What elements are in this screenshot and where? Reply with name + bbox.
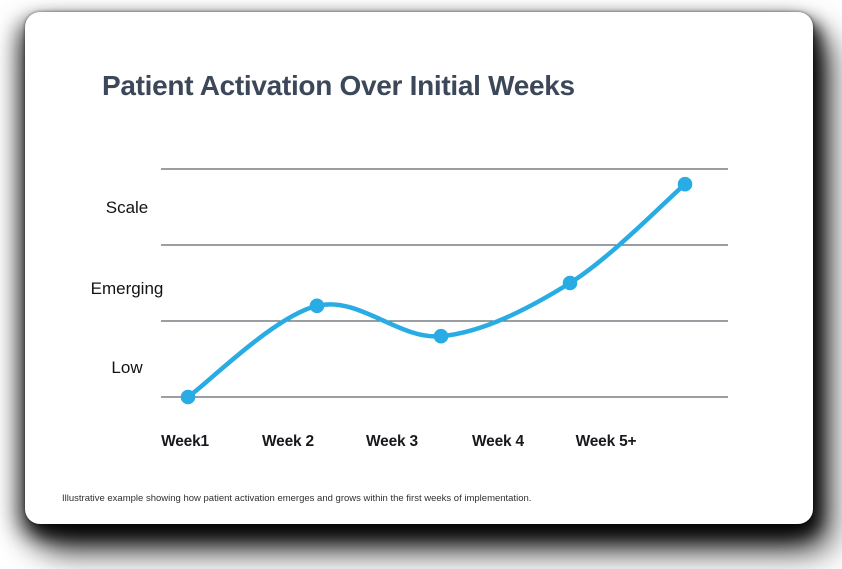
x-axis-label-week2: Week 2 bbox=[262, 433, 314, 450]
trend-line bbox=[185, 181, 688, 400]
x-axis-label-week1: Week1 bbox=[161, 433, 209, 450]
chart-caption: Illustrative example showing how patient… bbox=[62, 493, 532, 504]
y-axis-label-emerging: Emerging bbox=[90, 279, 164, 298]
data-point bbox=[677, 176, 693, 192]
chart-card: Patient Activation Over Initial Weeks Sc… bbox=[25, 12, 813, 524]
chart-title: Patient Activation Over Initial Weeks bbox=[102, 70, 575, 101]
data-point bbox=[433, 328, 449, 344]
x-axis-label-week3: Week 3 bbox=[366, 433, 418, 450]
line-chart-canvas bbox=[161, 168, 728, 405]
y-axis-label-scale: Scale bbox=[105, 198, 149, 217]
data-point bbox=[180, 389, 196, 405]
data-point bbox=[562, 275, 578, 291]
x-axis-label-week4: Week 4 bbox=[472, 433, 524, 450]
y-axis-label-low: Low bbox=[111, 358, 143, 377]
x-axis-label-week5plus: Week 5+ bbox=[575, 433, 637, 450]
data-point bbox=[309, 298, 325, 314]
